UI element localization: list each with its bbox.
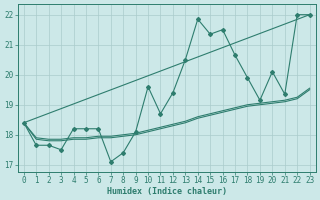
X-axis label: Humidex (Indice chaleur): Humidex (Indice chaleur) bbox=[107, 187, 227, 196]
